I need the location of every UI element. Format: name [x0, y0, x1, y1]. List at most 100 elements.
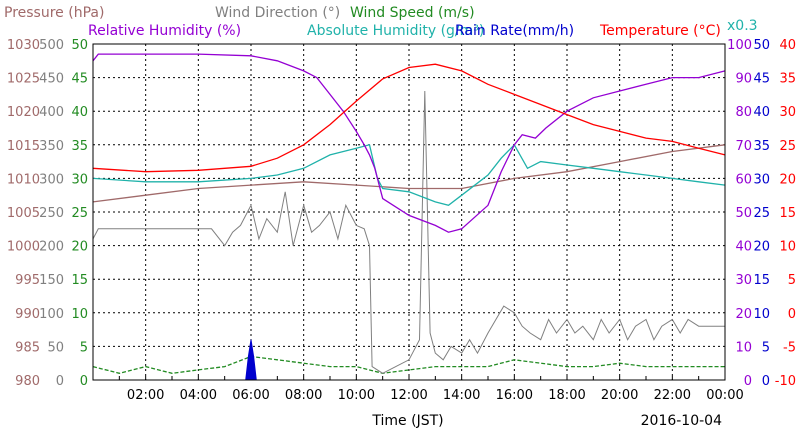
- pressure-tick-label: 980: [15, 374, 40, 389]
- relative-humidity-tick-label: 10: [735, 340, 752, 355]
- x-tick-label: 22:00: [654, 388, 691, 403]
- pressure-tick-label: 995: [15, 273, 40, 288]
- series-absolute-humidity: [92, 143, 726, 207]
- relative-humidity-tick-label: 30: [735, 273, 752, 288]
- right-axes: 1009080706050403020100504540353025201510…: [727, 38, 796, 389]
- pressure-tick-label: 1020: [7, 105, 40, 120]
- pressure-tick-label: 1025: [7, 72, 40, 87]
- relative-humidity-tick-label: 20: [735, 307, 752, 322]
- rain-rate-tick-label: 20: [753, 240, 770, 255]
- x-tick-label: 02:00: [127, 388, 164, 403]
- x-tick-label: 20:00: [601, 388, 638, 403]
- x-tick-label: 10:00: [338, 388, 375, 403]
- series-wind-speed: [92, 355, 725, 374]
- wind-speed-tick-label: 30: [71, 172, 88, 187]
- x-axis-label: Time (JST): [371, 413, 443, 429]
- pressure-tick-label: 985: [15, 340, 40, 355]
- wind-direction-tick-label: 300: [39, 172, 64, 187]
- absolute-humidity-scale-note: x0.3: [727, 18, 758, 34]
- pressure-tick-label: 1000: [7, 240, 40, 255]
- wind-speed-tick-label: 25: [71, 206, 88, 221]
- wind-direction-tick-label: 350: [39, 139, 64, 154]
- relative-humidity-tick-label: 40: [735, 240, 752, 255]
- wind-speed-tick-label: 20: [71, 240, 88, 255]
- wind-speed-tick-label: 5: [80, 340, 88, 355]
- wind-speed-tick-label: 45: [71, 72, 88, 87]
- rain-rate-tick-label: 35: [753, 139, 770, 154]
- x-tick-label: 12:00: [390, 388, 427, 403]
- wind-direction-tick-label: 450: [39, 72, 64, 87]
- wind-speed-tick-label: 15: [71, 273, 88, 288]
- temperature-tick-label: 30: [779, 105, 796, 120]
- wind-speed-tick-label: 0: [80, 374, 88, 389]
- series-temperature: [92, 63, 726, 173]
- wind-direction-tick-label: 100: [39, 307, 64, 322]
- wind-direction-tick-label: 500: [39, 38, 64, 53]
- wind-direction-tick-label: 400: [39, 105, 64, 120]
- rain-rate-tick-label: 10: [753, 307, 770, 322]
- x-tick-label: 00:00: [706, 388, 743, 403]
- series-relative-humidity: [92, 53, 726, 233]
- relative-humidity-tick-label: 100: [727, 38, 752, 53]
- grid-lines: [93, 44, 725, 380]
- legend-temperature: Temperature (°C): [599, 23, 721, 39]
- pressure-tick-label: 1010: [7, 172, 40, 187]
- temperature-tick-label: 5: [788, 273, 796, 288]
- plot-frame: [92, 43, 726, 381]
- x-tick-label: 04:00: [180, 388, 217, 403]
- legend: Pressure (hPa) Wind Direction (°) Wind Spe…: [4, 5, 721, 39]
- relative-humidity-tick-label: 50: [735, 206, 752, 221]
- x-tick-label: 16:00: [496, 388, 533, 403]
- pressure-tick-label: 1005: [7, 206, 40, 221]
- wind-speed-tick-label: 50: [71, 38, 88, 53]
- temperature-tick-label: 25: [779, 139, 796, 154]
- wind-speed-tick-label: 40: [71, 105, 88, 120]
- temperature-tick-label: 35: [779, 72, 796, 87]
- pressure-tick-label: 990: [15, 307, 40, 322]
- legend-wind-direction: Wind Direction (°): [215, 5, 340, 21]
- relative-humidity-tick-label: 70: [735, 139, 752, 154]
- relative-humidity-tick-label: 90: [735, 72, 752, 87]
- rain-rate-tick-label: 30: [753, 172, 770, 187]
- x-tick-label: 06:00: [232, 388, 269, 403]
- x-axis: 02:00 04:00 06:00 08:00 10:00 12:00 14:00 16:00…: [127, 388, 744, 403]
- wind-direction-tick-label: 250: [39, 206, 64, 221]
- rain-rate-tick-label: 25: [753, 206, 770, 221]
- legend-rain-rate: Rain Rate(mm/h): [455, 23, 574, 39]
- wind-direction-tick-label: 150: [39, 273, 64, 288]
- date-label: 2016-10-04: [641, 413, 722, 429]
- rain-rate-tick-label: 15: [753, 273, 770, 288]
- relative-humidity-tick-label: 0: [744, 374, 752, 389]
- rain-rate-tick-label: 40: [753, 105, 770, 120]
- temperature-tick-label: 15: [779, 206, 796, 221]
- pressure-tick-label: 1015: [7, 139, 40, 154]
- legend-wind-speed: Wind Speed (m/s): [350, 5, 475, 21]
- series-layer: [92, 53, 726, 381]
- series-pressure: [92, 144, 726, 203]
- temperature-tick-label: 20: [779, 172, 796, 187]
- temperature-tick-label: -10: [775, 374, 796, 389]
- x-tick-label: 08:00: [285, 388, 322, 403]
- series-wind-direction: [92, 90, 725, 374]
- rain-rate-tick-label: 0: [762, 374, 770, 389]
- wind-speed-tick-label: 35: [71, 139, 88, 154]
- temperature-tick-label: 0: [788, 307, 796, 322]
- relative-humidity-tick-label: 60: [735, 172, 752, 187]
- rain-rate-tick-label: 45: [753, 72, 770, 87]
- temperature-tick-label: 10: [779, 240, 796, 255]
- legend-absolute-humidity: Absolute Humidity (g/m³): [307, 23, 484, 39]
- temperature-tick-label: -5: [783, 340, 796, 355]
- temperature-tick-label: 40: [779, 38, 796, 53]
- x-tick-label: 18:00: [548, 388, 585, 403]
- wind-speed-tick-label: 10: [71, 307, 88, 322]
- pressure-tick-label: 1030: [7, 38, 40, 53]
- rain-rate-tick-label: 5: [762, 340, 770, 355]
- wind-direction-tick-label: 0: [56, 374, 64, 389]
- legend-relative-humidity: Relative Humidity (%): [88, 23, 241, 39]
- x-tick-label: 14:00: [443, 388, 480, 403]
- wind-direction-tick-label: 200: [39, 240, 64, 255]
- relative-humidity-tick-label: 80: [735, 105, 752, 120]
- legend-pressure: Pressure (hPa): [4, 5, 104, 21]
- left-axes: 1030102510201015101010051000995990985980…: [7, 38, 88, 389]
